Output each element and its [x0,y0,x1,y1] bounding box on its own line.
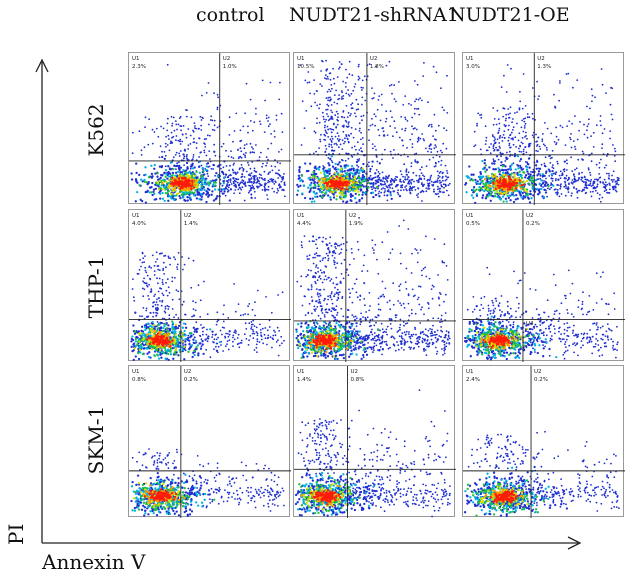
scatter-panel-k562-3: U1 3.0% U2 1.3% [462,52,625,205]
column-label-oe: NUDT21-OE [449,4,570,26]
quadrant-label-u2: U2 [369,56,378,62]
u1-percentage: 0.8% [132,377,146,383]
scatter-panel-thp1-3: U1 0.5% U2 0.2% U4 [462,209,625,362]
scatter-plot [129,210,291,362]
quadrant-label-u1: U1 [297,56,305,62]
scatter-plot [294,53,456,205]
quadrant-label-u2: U2 [525,213,534,219]
scatter-panel-thp1-2: U1 4.4% U2 1.9% [293,209,456,362]
column-label-control: control [196,4,265,26]
u1-percentage: 4.0% [132,221,146,227]
column-label-shrna1: NUDT21-shRNA1 [289,4,459,26]
scatter-panel-k562-2: U1 10.5% U2 1.8% [293,52,456,205]
scatter-plot [294,210,456,362]
scatter-plot [463,366,625,518]
quadrant-label-u1: U1 [466,369,474,375]
u2-percentage: 1.8% [369,64,384,70]
x-axis-label: Annexin V [42,550,146,574]
scatter-panel-skm1-3: U1 2.4% U2 0.2% [462,365,625,518]
u1-percentage: 2.4% [466,377,480,383]
u2-percentage: 1.4% [183,221,198,227]
scatter-plot [294,366,456,518]
u1-percentage: 4.4% [297,221,311,227]
quadrant-label-u2: U2 [350,369,358,375]
u1-percentage: 3.0% [466,64,480,70]
scatter-panel-thp1-1: U1 4.0% U2 1.4% [128,209,291,362]
quadrant-label-u1: U1 [297,213,305,219]
y-axis-arrow [35,58,49,73]
scatter-plot [129,366,291,518]
x-axis-arrow [567,536,582,550]
u1-percentage: 2.3% [132,64,146,70]
scatter-panel-skm1-2: U1 1.4% U2 0.8% [293,365,456,518]
quadrant-label-u1: U1 [466,213,474,219]
quadrant-label-u1: U1 [132,56,140,62]
quadrant-label-u1: U1 [466,56,474,62]
quadrant-label-u2: U2 [537,56,545,62]
quadrant-label-u2: U2 [534,369,542,375]
u1-percentage: 0.5% [466,221,480,227]
scatter-plot [463,53,625,205]
u2-percentage: 0.8% [350,377,365,383]
quadrant-label-u1: U1 [132,369,140,375]
quadrant-label-u2: U2 [183,369,192,375]
quadrant-label-u2: U2 [348,213,357,219]
quadrant-label-u1: U1 [132,213,140,219]
u2-percentage: 0.2% [534,377,549,383]
scatter-plot [463,210,625,362]
u2-percentage: 1.9% [348,221,363,227]
y-axis-label: PI [4,523,28,545]
scatter-panel-skm1-1: U1 0.8% U2 0.2% [128,365,291,518]
u2-percentage: 1.0% [222,64,237,70]
u1-percentage: 1.4% [297,377,311,383]
quadrant-label-u2: U2 [183,213,192,219]
u1-percentage: 10.5% [297,64,315,70]
quadrant-label-u4: U4 [525,321,534,328]
u2-percentage: 0.2% [183,377,198,383]
scatter-plot [129,53,291,205]
quadrant-label-u1: U1 [297,369,305,375]
scatter-panel-k562-1: U1 2.3% U2 1.0% [128,52,291,205]
u2-percentage: 0.2% [525,221,540,227]
u2-percentage: 1.3% [537,64,552,70]
quadrant-label-u2: U2 [222,56,231,62]
